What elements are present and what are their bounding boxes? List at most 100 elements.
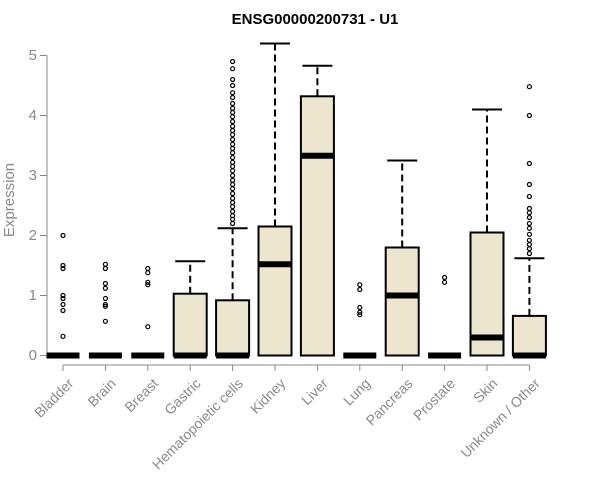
outlier-point xyxy=(230,199,236,206)
outlier-point xyxy=(230,90,236,96)
outlier-point xyxy=(230,109,236,116)
box-iqr xyxy=(299,95,335,357)
outlier-point xyxy=(230,123,236,129)
outlier-point xyxy=(60,265,66,272)
box-prostate xyxy=(428,274,462,359)
outlier-point xyxy=(230,172,236,179)
box-pancreas xyxy=(384,159,420,357)
outlier-point xyxy=(102,303,109,309)
x-tick-label: Liver xyxy=(298,375,331,408)
outlier-point xyxy=(526,181,533,188)
y-axis-label: Expression xyxy=(1,163,18,237)
outlier-point xyxy=(230,204,236,210)
outlier-point xyxy=(526,237,533,243)
outlier-point xyxy=(526,84,533,90)
outlier-point xyxy=(230,190,236,197)
outlier-point xyxy=(102,265,109,272)
outlier-point xyxy=(230,114,236,120)
outlier-point xyxy=(230,168,236,174)
outlier-point xyxy=(230,76,236,83)
outlier-point xyxy=(145,282,151,288)
y-tick-label: 0 xyxy=(29,347,37,364)
box-kidney xyxy=(257,42,293,357)
box-iqr xyxy=(511,314,547,357)
outlier-point xyxy=(230,132,236,138)
outlier-point xyxy=(102,301,109,308)
x-tick-label: Prostate xyxy=(410,375,458,423)
y-tick-label: 5 xyxy=(29,47,37,64)
y-tick-label: 2 xyxy=(29,227,37,244)
box-iqr xyxy=(172,292,208,357)
outlier-point xyxy=(230,105,236,111)
outlier-point xyxy=(60,333,66,339)
outlier-point xyxy=(230,154,236,161)
outlier-point xyxy=(230,66,236,72)
box-skin xyxy=(469,108,505,357)
outlier-point xyxy=(230,159,236,165)
x-tick-label: Unknown / Other xyxy=(457,375,543,461)
outlier-point xyxy=(102,295,109,302)
outlier-point xyxy=(526,246,533,252)
outlier-point xyxy=(145,279,151,285)
x-tick-label: Skin xyxy=(470,375,501,406)
outlier-point xyxy=(230,181,236,188)
outlier-point xyxy=(230,177,236,183)
outlier-point xyxy=(357,286,363,293)
outlier-point xyxy=(526,231,533,237)
chart-title: ENSG00000200731 - U1 xyxy=(232,11,399,28)
x-tick-label: Kidney xyxy=(247,375,289,417)
y-tick-label: 3 xyxy=(29,167,37,184)
outlier-point xyxy=(60,301,66,308)
box-brain xyxy=(88,261,122,359)
outlier-point xyxy=(526,225,533,231)
x-tick-label: Pancreas xyxy=(363,375,416,428)
outlier-point xyxy=(230,127,236,134)
outlier-point xyxy=(526,214,533,221)
y-axis: 0 1 2 3 4 5 xyxy=(29,47,48,364)
outlier-point xyxy=(102,280,109,287)
outlier-point xyxy=(230,100,236,107)
outlier-point xyxy=(357,282,363,288)
outlier-point xyxy=(60,295,66,302)
box-iqr xyxy=(215,299,251,357)
outlier-point xyxy=(230,58,236,65)
box-series xyxy=(46,42,547,359)
outlier-point xyxy=(230,145,236,152)
outlier-point xyxy=(357,309,363,315)
box-unknown-other xyxy=(511,84,547,359)
outlier-point xyxy=(442,279,448,285)
outlier-point xyxy=(230,195,236,201)
outlier-point xyxy=(230,186,236,192)
outlier-point xyxy=(442,274,448,281)
outlier-point xyxy=(145,270,151,276)
box-iqr xyxy=(384,246,420,357)
box-gastric xyxy=(172,260,208,359)
outlier-point xyxy=(230,150,236,156)
x-tick-label: Brain xyxy=(84,375,118,409)
outlier-point xyxy=(357,304,363,311)
outlier-point xyxy=(526,193,533,200)
outlier-point xyxy=(102,318,109,324)
outlier-point xyxy=(60,232,66,239)
outlier-point xyxy=(60,292,66,299)
outlier-point xyxy=(145,324,151,330)
box-liver xyxy=(299,64,335,357)
outlier-point xyxy=(357,312,363,318)
box-iqr xyxy=(257,225,293,357)
y-tick-label: 4 xyxy=(29,107,37,124)
outlier-point xyxy=(526,210,533,216)
y-tick-label: 1 xyxy=(29,287,37,304)
outlier-point xyxy=(526,160,533,167)
x-tick-label: Bladder xyxy=(31,375,77,421)
outlier-point xyxy=(526,112,533,119)
box-lung xyxy=(343,282,377,359)
outlier-point xyxy=(230,208,236,215)
outlier-point xyxy=(230,136,236,143)
outlier-point xyxy=(230,163,236,170)
box-breast xyxy=(131,265,165,359)
box-bladder xyxy=(46,232,80,359)
x-tick-label: Lung xyxy=(340,375,373,408)
outlier-point xyxy=(102,285,109,291)
outlier-point xyxy=(60,307,66,314)
